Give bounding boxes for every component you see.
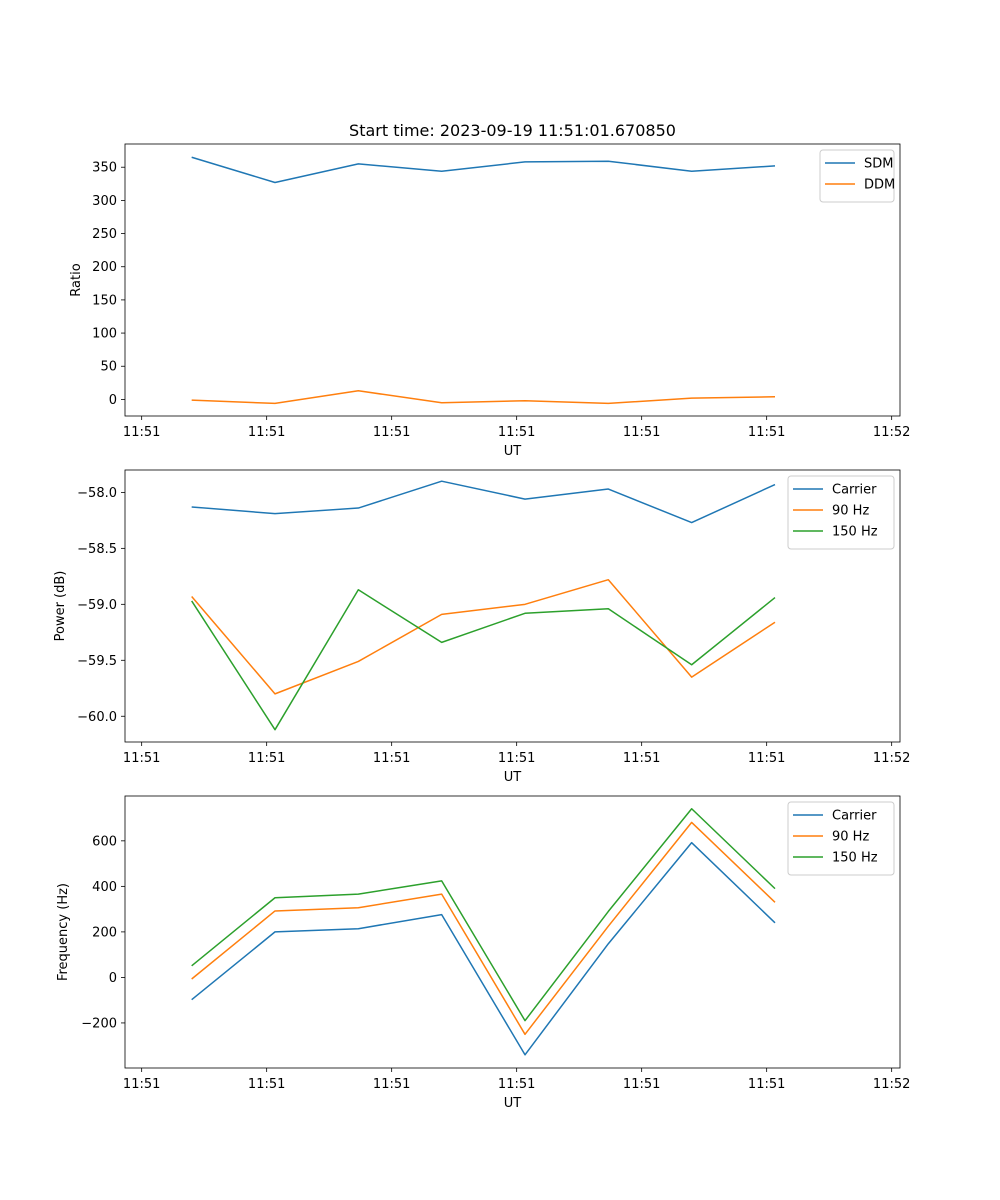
y-tick-label: −200 bbox=[81, 1016, 117, 1031]
y-axis-label: Ratio bbox=[69, 263, 84, 296]
legend-label: SDM bbox=[864, 157, 893, 172]
x-tick-label: 11:51 bbox=[248, 751, 285, 766]
y-tick-label: −60.0 bbox=[77, 710, 117, 725]
x-tick-label: 11:51 bbox=[623, 751, 660, 766]
y-tick-label: 350 bbox=[92, 161, 117, 176]
x-tick-label: 11:51 bbox=[123, 1077, 160, 1092]
legend-label: Carrier bbox=[832, 483, 877, 498]
legend-label: Carrier bbox=[832, 809, 877, 824]
x-tick-label: 11:51 bbox=[123, 751, 160, 766]
legend: Carrier 90 Hz 150 Hz bbox=[787, 801, 895, 876]
chart-panel-1: 11:51 11:51 11:51 11:51 11:51 11:51 11:52 0 50 10… bbox=[69, 121, 910, 459]
y-tick-label: 200 bbox=[92, 925, 117, 940]
y-axis-label: Frequency (Hz) bbox=[56, 883, 71, 981]
legend-label: 90 Hz bbox=[832, 504, 869, 519]
series-line-carrier bbox=[191, 841, 776, 1056]
y-tick-label: 200 bbox=[92, 260, 117, 275]
legend-label: 150 Hz bbox=[832, 851, 878, 866]
y-tick-label: 600 bbox=[92, 834, 117, 849]
x-tick-label: 11:51 bbox=[373, 425, 410, 440]
y-tick-label: 0 bbox=[109, 393, 117, 408]
legend-label: 150 Hz bbox=[832, 525, 878, 540]
y-tick-label: 150 bbox=[92, 293, 117, 308]
x-axis-label: UT bbox=[504, 1096, 522, 1111]
x-tick-label: 11:51 bbox=[248, 1077, 285, 1092]
axes-frame bbox=[124, 469, 901, 743]
x-tick-label: 11:52 bbox=[873, 751, 910, 766]
y-tick-label: −59.5 bbox=[77, 654, 117, 669]
legend: SDM DDM bbox=[819, 149, 895, 203]
y-axis-label: Power (dB) bbox=[53, 571, 68, 642]
x-tick-label: 11:52 bbox=[873, 425, 910, 440]
x-tick-label: 11:51 bbox=[623, 425, 660, 440]
series-line-carrier bbox=[191, 480, 776, 524]
y-tick-label: 250 bbox=[92, 227, 117, 242]
x-tick-label: 11:51 bbox=[498, 425, 535, 440]
y-tick-label: 50 bbox=[100, 360, 117, 375]
y-tick-label: 0 bbox=[109, 971, 117, 986]
x-tick-label: 11:51 bbox=[498, 1077, 535, 1092]
y-tick-label: −58.0 bbox=[77, 486, 117, 501]
legend: Carrier 90 Hz 150 Hz bbox=[787, 475, 895, 550]
y-tick-label: −59.0 bbox=[77, 598, 117, 613]
chart-panel-3: 11:51 11:51 11:51 11:51 11:51 11:51 11:52 −200 0… bbox=[56, 795, 910, 1111]
x-tick-label: 11:51 bbox=[748, 425, 785, 440]
y-tick-label: 100 bbox=[92, 327, 117, 342]
x-axis-label: UT bbox=[504, 444, 522, 459]
x-tick-label: 11:52 bbox=[873, 1077, 910, 1092]
legend-label: 90 Hz bbox=[832, 830, 869, 845]
series-line-90-hz bbox=[191, 821, 776, 1036]
x-tick-label: 11:51 bbox=[498, 751, 535, 766]
x-tick-label: 11:51 bbox=[748, 1077, 785, 1092]
chart-title: Start time: 2023-09-19 11:51:01.670850 bbox=[349, 121, 676, 140]
x-axis-label: UT bbox=[504, 770, 522, 785]
series-line-150-hz bbox=[191, 589, 776, 731]
x-tick-label: 11:51 bbox=[248, 425, 285, 440]
series-line-90-hz bbox=[191, 578, 776, 695]
chart-panel-2: 11:51 11:51 11:51 11:51 11:51 11:51 11:52 −60.0… bbox=[53, 469, 910, 785]
y-tick-label: 300 bbox=[92, 194, 117, 209]
x-tick-label: 11:51 bbox=[373, 751, 410, 766]
y-tick-label: 400 bbox=[92, 880, 117, 895]
series-line-sdm bbox=[191, 156, 776, 184]
x-tick-label: 11:51 bbox=[623, 1077, 660, 1092]
x-tick-label: 11:51 bbox=[748, 751, 785, 766]
series-line-ddm bbox=[191, 390, 776, 405]
legend-label: DDM bbox=[864, 178, 895, 193]
y-tick-label: −58.5 bbox=[77, 542, 117, 557]
series-line-150-hz bbox=[191, 808, 776, 1022]
axes-frame bbox=[124, 143, 901, 417]
x-tick-label: 11:51 bbox=[123, 425, 160, 440]
x-tick-label: 11:51 bbox=[373, 1077, 410, 1092]
